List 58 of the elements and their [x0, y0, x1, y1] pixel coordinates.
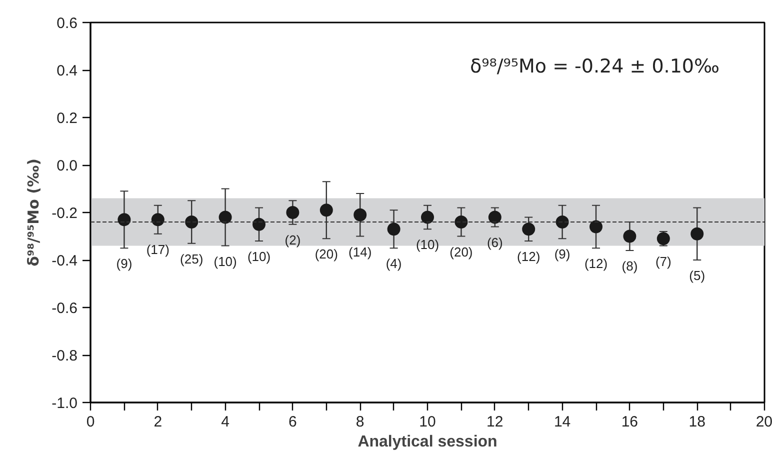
y-tick-label: -0.2 [52, 205, 78, 222]
x-tick-label: 16 [621, 414, 638, 430]
y-axis-title: δ⁹⁸/⁹⁵Mo (‰) [24, 158, 43, 266]
y-tick-label: -0.8 [52, 348, 78, 364]
x-tick-label: 8 [356, 414, 364, 430]
annotation: (5) [689, 268, 706, 283]
point [151, 213, 164, 226]
annotation: (20) [450, 244, 473, 260]
y-tick-label: -1.0 [52, 395, 78, 412]
point [320, 204, 333, 217]
x-tick-label: 0 [86, 414, 95, 430]
point [185, 216, 198, 228]
x-tick-label: 14 [554, 414, 571, 430]
annotation: (8) [622, 258, 638, 274]
y-tick-label: 0.4 [56, 62, 78, 80]
annotation: (17) [146, 242, 170, 257]
x-axis-title: Analytical session [358, 434, 498, 450]
annotation: (10) [416, 237, 440, 252]
y-tick-label: 0.2 [56, 110, 78, 127]
point [387, 222, 400, 236]
point [354, 208, 367, 222]
annotation: (12) [584, 256, 608, 272]
x-tick-label: 10 [419, 414, 436, 430]
x-tick-label: 18 [688, 414, 706, 430]
x-tick-label: 2 [154, 414, 162, 430]
y-tick-label: -0.4 [52, 252, 78, 270]
annotation: (2) [284, 232, 301, 248]
x-tick-label: 4 [221, 414, 230, 430]
annotation: (4) [386, 256, 402, 272]
annotation: δ⁹⁸/⁹⁵Mo = -0.24 ± 0.10‰ [470, 56, 720, 78]
point [522, 222, 536, 236]
y-tick-label: 0.6 [56, 15, 78, 32]
point [488, 210, 502, 224]
point [454, 216, 468, 228]
point [118, 213, 131, 226]
annotation: (10) [214, 254, 237, 269]
point [556, 216, 569, 228]
x-tick-label: 12 [486, 414, 504, 430]
annotation: (20) [314, 246, 338, 262]
point [690, 227, 704, 240]
annotation: (12) [517, 249, 540, 264]
annotation: (9) [116, 256, 132, 272]
annotation: (10) [247, 249, 271, 264]
point [286, 206, 300, 219]
y-tick-label: -0.6 [52, 300, 78, 317]
x-tick-label: 20 [756, 414, 772, 430]
point [252, 218, 266, 231]
point [590, 220, 602, 234]
annotation: (7) [655, 254, 672, 269]
point [218, 210, 232, 224]
annotation: (6) [486, 234, 503, 250]
y-tick-label: 0.0 [56, 158, 78, 174]
point [421, 210, 434, 224]
annotation: (14) [348, 244, 372, 260]
x-tick-label: 6 [288, 414, 297, 430]
annotation: (9) [554, 246, 570, 262]
point [623, 230, 636, 243]
annotation: (25) [180, 251, 204, 266]
